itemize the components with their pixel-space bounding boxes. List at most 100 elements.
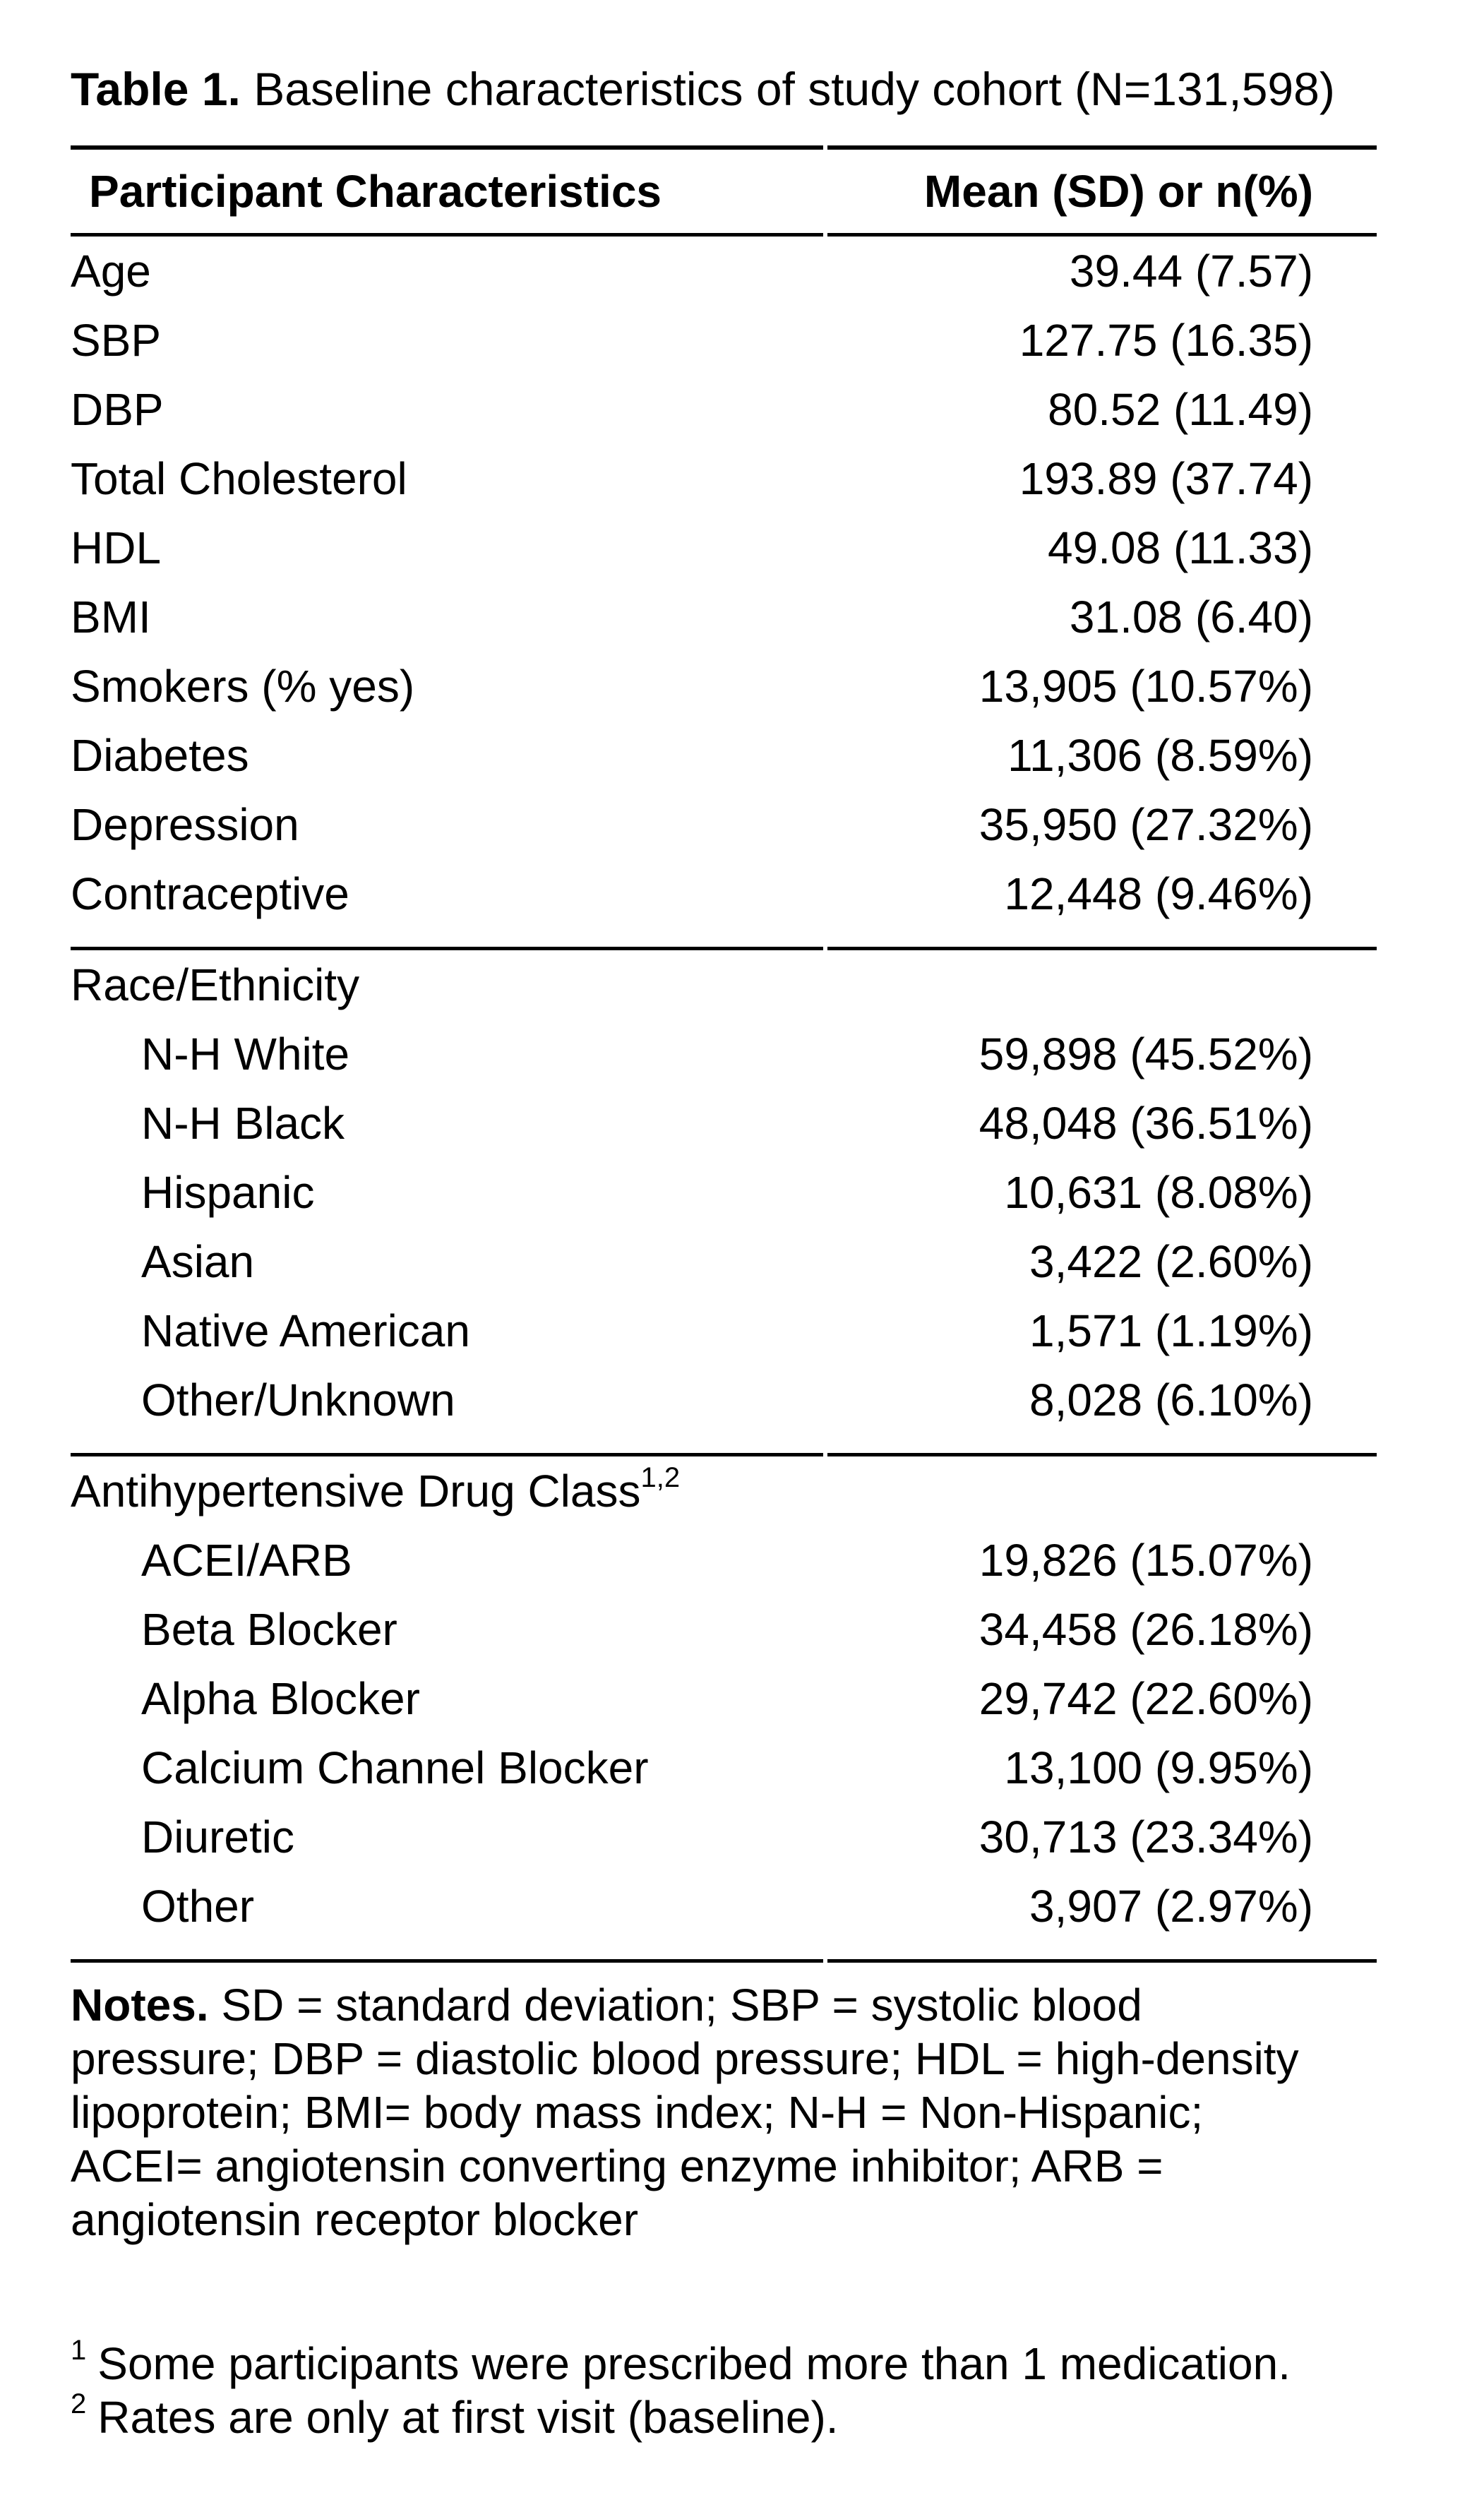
table-row: DBP 80.52 (11.49): [71, 375, 1377, 444]
table-title-label: Table 1.: [71, 63, 241, 115]
row-label: Beta Blocker: [141, 1604, 397, 1655]
table-row: N-H White 59,898 (45.52%): [71, 1019, 1377, 1089]
table-row: HDL 49.08 (11.33): [71, 513, 1377, 582]
row-value: 48,048 (36.51%): [979, 1098, 1313, 1149]
footnote: 2 Rates are only at first visit (baseline…: [71, 2388, 1377, 2444]
row-value: 3,907 (2.97%): [1029, 1881, 1313, 1932]
rule-segment: [827, 947, 1377, 950]
table-title-text: Baseline characteristics of study cohort…: [240, 63, 1335, 115]
row-value: 39.44 (7.57): [1069, 246, 1313, 297]
row-value: 11,306 (8.59%): [1007, 730, 1313, 781]
row-label: Hispanic: [141, 1167, 315, 1218]
row-value: 127.75 (16.35): [1019, 315, 1313, 366]
table-row: BMI 31.08 (6.40): [71, 582, 1377, 652]
drug-section-header-row: Antihypertensive Drug Class1,2: [71, 1456, 1377, 1526]
drug-section-rule: [71, 1453, 1377, 1456]
row-label: Depression: [71, 799, 299, 850]
rule-segment: [71, 145, 823, 150]
table-row: Calcium Channel Blocker 13,100 (9.95%): [71, 1733, 1377, 1802]
row-label: DBP: [71, 384, 164, 435]
table-body-main: Age 39.44 (7.57) SBP 127.75 (16.35) DBP 80.52…: [71, 237, 1377, 928]
table-row: Age 39.44 (7.57): [71, 237, 1377, 306]
table-row: Other/Unknown 8,028 (6.10%): [71, 1365, 1377, 1435]
footnote: 1 Some participants were prescribed more …: [71, 2335, 1377, 2391]
row-label: N-H Black: [141, 1098, 345, 1149]
column-header-values: Mean (SD) or n(%): [923, 166, 1313, 217]
rule-segment: [71, 1959, 823, 1963]
rule-segment: [71, 1453, 823, 1456]
table-bottom-rule: [71, 1959, 1377, 1963]
row-label: Alpha Blocker: [141, 1673, 420, 1724]
table-row: Diuretic 30,713 (23.34%): [71, 1802, 1377, 1872]
rule-segment: [827, 233, 1377, 237]
row-label: Native American: [141, 1305, 470, 1356]
footnote-text: Some participants were prescribed more t…: [97, 2338, 1291, 2389]
row-value: 3,422 (2.60%): [1029, 1236, 1313, 1287]
row-value: 31.08 (6.40): [1069, 592, 1313, 642]
row-value: 1,571 (1.19%): [1029, 1305, 1313, 1356]
table-header-row: Participant Characteristics Mean (SD) or…: [71, 150, 1377, 233]
row-label: N-H White: [141, 1029, 350, 1079]
table-row: Beta Blocker 34,458 (26.18%): [71, 1595, 1377, 1664]
column-header-characteristics: Participant Characteristics: [89, 166, 662, 217]
drug-section-header-text: Antihypertensive Drug Class: [71, 1466, 641, 1516]
table-title: Table 1. Baseline characteristics of stu…: [71, 61, 1377, 117]
race-section-header: Race/Ethnicity: [71, 959, 360, 1010]
rule-segment: [827, 145, 1377, 150]
table-row: Diabetes 11,306 (8.59%): [71, 721, 1377, 790]
row-value: 80.52 (11.49): [1048, 384, 1313, 435]
rule-segment: [827, 1959, 1377, 1963]
table-row: N-H Black 48,048 (36.51%): [71, 1089, 1377, 1158]
footnotes-block: 1 Some participants were prescribed more …: [71, 2335, 1377, 2444]
table-body-race: N-H White 59,898 (45.52%) N-H Black 48,048 …: [71, 1019, 1377, 1435]
rule-segment: [827, 1453, 1377, 1456]
footnote-text: Rates are only at first visit (baseline)…: [97, 2392, 839, 2443]
row-value: 10,631 (8.08%): [1004, 1167, 1313, 1218]
notes-block: Notes. SD = standard deviation; SBP = sy…: [71, 1978, 1377, 2246]
row-value: 19,826 (15.07%): [979, 1535, 1313, 1586]
row-value: 193.89 (37.74): [1019, 453, 1313, 504]
table-row: Native American 1,571 (1.19%): [71, 1296, 1377, 1365]
row-value: 30,713 (23.34%): [979, 1812, 1313, 1862]
notes-line: pressure; DBP = diastolic blood pressure…: [71, 2033, 1299, 2084]
row-label: Asian: [141, 1236, 255, 1287]
row-label: SBP: [71, 315, 162, 366]
row-value: 49.08 (11.33): [1048, 522, 1313, 573]
row-value: 29,742 (22.60%): [979, 1673, 1313, 1724]
header-rule: [71, 233, 1377, 237]
table-row: Asian 3,422 (2.60%): [71, 1227, 1377, 1296]
race-section-header-row: Race/Ethnicity: [71, 950, 1377, 1019]
row-value: 12,448 (9.46%): [1004, 868, 1313, 919]
row-label: Smokers (% yes): [71, 661, 415, 712]
table-row: Total Cholesterol 193.89 (37.74): [71, 444, 1377, 513]
rule-segment: [71, 233, 823, 237]
table-row: Depression 35,950 (27.32%): [71, 790, 1377, 859]
table-top-rule: [71, 145, 1377, 150]
table-row: Contraceptive 12,448 (9.46%): [71, 859, 1377, 928]
row-value: 34,458 (26.18%): [979, 1604, 1313, 1655]
notes-line: lipoprotein; BMI= body mass index; N-H =…: [71, 2087, 1204, 2138]
table-row: Other 3,907 (2.97%): [71, 1872, 1377, 1941]
row-label: HDL: [71, 522, 162, 573]
table-row: Smokers (% yes) 13,905 (10.57%): [71, 652, 1377, 721]
row-label: ACEI/ARB: [141, 1535, 352, 1586]
notes-line: angiotensin receptor blocker: [71, 2194, 639, 2245]
row-value: 35,950 (27.32%): [979, 799, 1313, 850]
footnote-marker: 1: [71, 2335, 87, 2366]
row-label: Diabetes: [71, 730, 249, 781]
notes-text: SD = standard deviation; SBP = systolic …: [208, 1980, 1142, 2030]
table-row: Hispanic 10,631 (8.08%): [71, 1158, 1377, 1227]
row-value: 13,100 (9.95%): [1004, 1742, 1313, 1793]
table-row: Alpha Blocker 29,742 (22.60%): [71, 1664, 1377, 1733]
notes-label: Notes.: [71, 1980, 209, 2030]
row-value: 13,905 (10.57%): [979, 661, 1313, 712]
drug-section-header: Antihypertensive Drug Class1,2: [71, 1456, 1377, 1526]
row-value: 59,898 (45.52%): [979, 1029, 1313, 1079]
row-label: Total Cholesterol: [71, 453, 407, 504]
footnote-marker: 2: [71, 2388, 87, 2419]
row-label: Age: [71, 246, 151, 297]
notes-line: Notes. SD = standard deviation; SBP = sy…: [71, 1978, 1377, 2032]
race-section-rule: [71, 947, 1377, 950]
drug-section-header-superscript: 1,2: [640, 1462, 681, 1493]
